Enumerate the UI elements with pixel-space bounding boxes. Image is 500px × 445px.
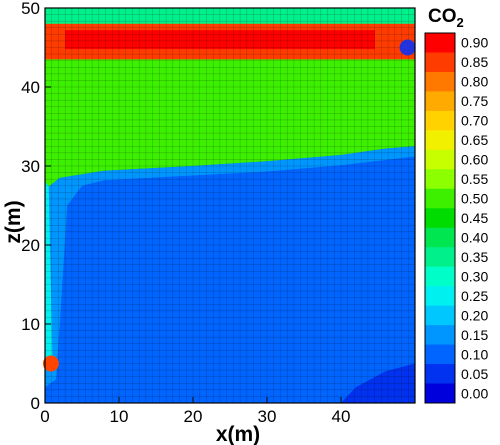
colorbar-tick-label: 0.55: [461, 171, 488, 187]
x-tick-label: 10: [110, 407, 129, 426]
colorbar-swatch: [425, 110, 455, 131]
plot-area: [45, 8, 415, 403]
colorbar-tick-label: 0.35: [461, 249, 488, 265]
region-lower-blue-zone: [45, 146, 415, 403]
colorbar-swatch: [425, 227, 455, 248]
x-tick-label: 20: [184, 407, 203, 426]
y-tick-label: 30: [21, 157, 40, 176]
x-tick-label: 30: [258, 407, 277, 426]
colorbar-tick-label: 0.60: [461, 152, 488, 168]
well-markers: [42, 39, 416, 372]
colorbar-swatch: [425, 344, 455, 365]
colorbar-tick-label: 0.25: [461, 288, 488, 304]
region-top-strip: [45, 8, 415, 24]
colorbar-swatch: [425, 169, 455, 190]
colorbar-title-subscript: 2: [457, 15, 464, 30]
plot-frame: [44, 7, 416, 404]
injection-point-marker: [42, 355, 59, 372]
colorbar-tick-label: 0.10: [461, 346, 488, 362]
y-tick-label: 20: [21, 236, 40, 255]
x-tick-label: 40: [332, 407, 351, 426]
production-point-marker: [399, 39, 416, 56]
region-deep-blue-corner: [341, 363, 415, 403]
grid-mesh: [45, 8, 415, 403]
colorbar-tick-label: 0.40: [461, 229, 488, 245]
colorbar-tick-label: 0.15: [461, 327, 488, 343]
colorbar-swatch: [425, 208, 455, 229]
y-axis-label: z(m): [2, 200, 25, 243]
x-tick-label: 0: [40, 407, 49, 426]
colorbar-tick-label: 0.85: [461, 54, 488, 70]
colorbar-tick-label: 0.45: [461, 210, 488, 226]
colorbar-swatch: [425, 149, 455, 170]
colorbar-swatch: [425, 325, 455, 346]
colorbar-tick-label: 0.50: [461, 191, 488, 207]
colorbar-swatch: [425, 130, 455, 151]
colorbar-title-main: CO: [428, 6, 457, 27]
colorbar-swatch: [425, 247, 455, 268]
axes: 0 10 20 30 40 0 10 20 30 40 50: [21, 0, 416, 426]
colorbar-swatch: [425, 266, 455, 287]
colorbar-tick-label: 0.05: [461, 366, 488, 382]
colorbar-tick-label: 0.20: [461, 307, 488, 323]
colorbar-swatch: [425, 33, 455, 53]
y-tick-label: 0: [31, 394, 40, 413]
colorbar-tick-label: 0.65: [461, 132, 488, 148]
y-tick-label: 50: [21, 0, 40, 18]
colorbar-swatch: [425, 188, 455, 209]
colorbar-swatch: [425, 71, 455, 92]
colorbar-swatch: [425, 364, 455, 385]
colorbar: 0.90 0.85 0.80 0.75 0.70 0.65 0.60 0.55 0.50 0.45…: [424, 32, 488, 404]
colorbar-swatch: [425, 52, 455, 73]
colorbar-swatch: [425, 286, 455, 307]
colorbar-frame: [424, 32, 456, 404]
y-tick-label: 40: [21, 78, 40, 97]
colorbar-swatch: [425, 305, 455, 326]
colorbar-swatch: [425, 383, 455, 404]
colorbar-tick-label: 0.80: [461, 74, 488, 90]
colorbar-tick-label: 0.00: [461, 385, 488, 401]
colorbar-title: CO2: [428, 6, 464, 30]
colorbar-tick-label: 0.70: [461, 113, 488, 129]
x-axis-label: x(m): [216, 423, 260, 445]
colorbar-tick-label: 0.75: [461, 93, 488, 109]
region-band-core: [65, 30, 375, 50]
colorbar-tick-label: 0.30: [461, 268, 488, 284]
y-tick-label: 10: [21, 315, 40, 334]
colorbar-tick-label: 0.90: [461, 35, 488, 51]
colorbar-swatch: [425, 91, 455, 112]
